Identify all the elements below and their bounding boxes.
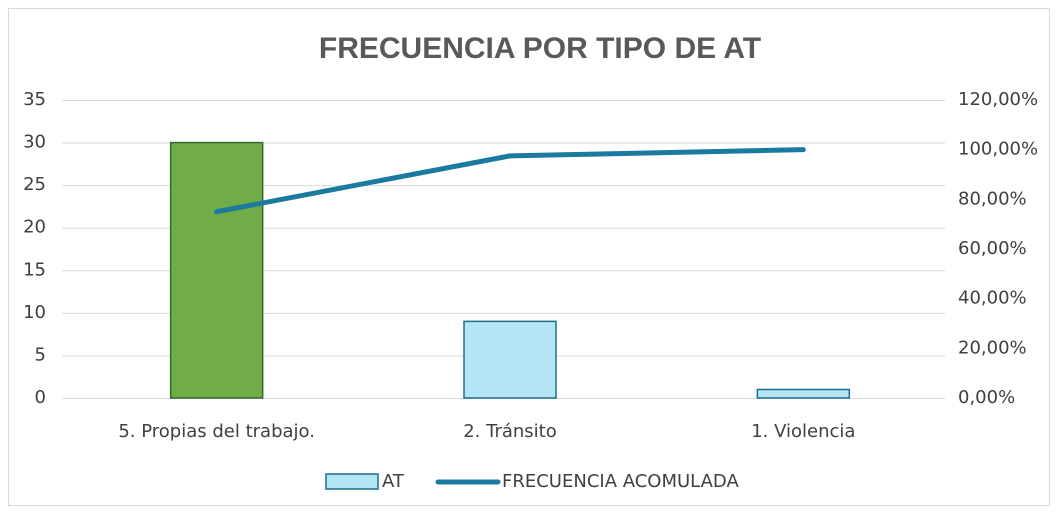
y-tick-label: 15: [23, 259, 46, 280]
x-tick-label: 2. Tránsito: [463, 421, 557, 442]
bar: [169, 141, 264, 399]
legend-label: AT: [382, 471, 405, 492]
y2-tick-label: 0,00%: [958, 387, 1015, 408]
y-tick-label: 20: [23, 217, 46, 238]
x-tick-label: 5. Propias del trabajo.: [118, 421, 315, 442]
line: [214, 147, 806, 215]
y-tick-label: 25: [23, 174, 46, 195]
y-tick-label: 0: [35, 387, 46, 408]
y-tick-label: 30: [23, 132, 46, 153]
y2-tick-label: 120,00%: [958, 89, 1038, 110]
y2-tick-label: 40,00%: [958, 288, 1027, 309]
legend-label: FRECUENCIA ACOMULADA: [502, 471, 739, 492]
y-tick-label: 5: [35, 344, 46, 365]
bar: [463, 320, 557, 399]
legend-swatch: [325, 473, 379, 490]
y2-tick-label: 80,00%: [958, 188, 1027, 209]
y-tick-label: 35: [23, 89, 46, 110]
bar: [756, 388, 851, 399]
y-tick-label: 10: [23, 302, 46, 323]
chart-title: FRECUENCIA POR TIPO DE AT: [319, 32, 761, 65]
y2-tick-label: 100,00%: [958, 139, 1038, 160]
x-tick-label: 1. Violencia: [751, 421, 855, 442]
y2-tick-label: 60,00%: [958, 238, 1027, 259]
y2-tick-label: 20,00%: [958, 337, 1027, 358]
